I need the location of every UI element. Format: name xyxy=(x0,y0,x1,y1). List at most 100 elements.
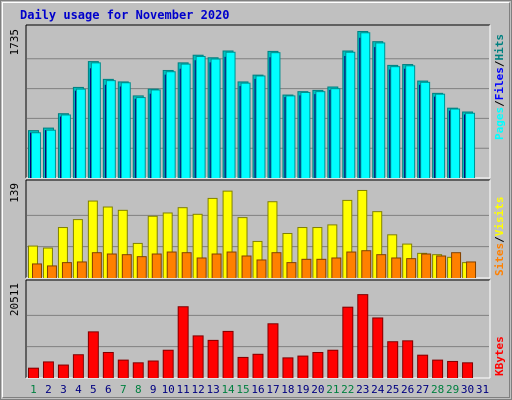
x-tick-label: 6 xyxy=(105,383,112,396)
sites-bar xyxy=(227,252,236,278)
kbytes-bar xyxy=(43,362,53,378)
pages-bar xyxy=(226,52,235,179)
sites-bar xyxy=(167,252,176,278)
pages-bar xyxy=(181,64,190,178)
visits-bar xyxy=(268,202,277,278)
sites-bar xyxy=(287,263,296,278)
kbytes-bar xyxy=(253,354,263,378)
kbytes-bar xyxy=(103,352,113,378)
sites-bar xyxy=(452,253,461,278)
sites-bar xyxy=(197,258,206,278)
x-tick-label: 9 xyxy=(150,383,157,396)
kbytes-bar xyxy=(88,332,98,378)
x-tick-label: 18 xyxy=(281,383,294,396)
x-tick-label: 16 xyxy=(251,383,264,396)
x-tick-label: 29 xyxy=(446,383,459,396)
kbytes-bar xyxy=(193,336,203,378)
x-tick-label: 5 xyxy=(90,383,97,396)
visits-bar xyxy=(358,190,367,278)
sites-bar xyxy=(212,254,221,278)
pages-bar xyxy=(32,133,40,178)
pages-bar xyxy=(91,63,100,178)
kbytes-bar xyxy=(343,307,353,378)
kbytes-bar xyxy=(29,368,38,378)
bottom-ymax-label: 20511 xyxy=(8,283,21,316)
kbytes-bar xyxy=(118,360,128,378)
visits-bar xyxy=(313,228,322,278)
sites-bar xyxy=(272,253,281,278)
kbytes-bar xyxy=(238,357,248,378)
pages-bar xyxy=(346,52,355,179)
pages-bar xyxy=(301,93,310,178)
sites-bar xyxy=(242,256,251,278)
top-legend: Pages/Files/Hits xyxy=(493,34,506,140)
visits-bar xyxy=(163,213,172,278)
kbytes-bar xyxy=(178,307,188,378)
pages-bar xyxy=(166,72,175,178)
pages-bar xyxy=(466,113,475,178)
x-tick-label: 13 xyxy=(206,383,219,396)
pages-bar xyxy=(406,66,415,178)
kbytes-bar xyxy=(373,318,383,378)
pages-bar xyxy=(46,130,55,178)
kbytes-bar xyxy=(433,360,443,378)
pages-bar xyxy=(436,94,445,178)
legend-pages: Pages xyxy=(493,107,506,140)
legend-separator: / xyxy=(493,60,506,67)
pages-bar xyxy=(136,98,145,178)
pages-bar xyxy=(256,76,265,178)
sites-bar xyxy=(92,253,101,278)
pages-bar xyxy=(361,33,370,179)
x-tick-label: 22 xyxy=(341,383,354,396)
sites-bar xyxy=(437,256,446,278)
sites-bar xyxy=(422,254,431,278)
x-tick-label: 24 xyxy=(371,383,385,396)
x-tick-label: 20 xyxy=(311,383,324,396)
sites-bar xyxy=(362,251,371,278)
sites-bar xyxy=(317,259,326,278)
middle-legend: Sites/Visits xyxy=(493,197,506,277)
legend-kbytes: KBytes xyxy=(493,336,506,376)
x-tick-label: 12 xyxy=(192,383,205,396)
visits-bar xyxy=(343,200,352,278)
x-tick-label: 10 xyxy=(162,383,175,396)
sites-bar xyxy=(47,266,56,278)
pages-bar xyxy=(421,82,430,178)
visits-bar xyxy=(298,228,307,278)
visits-bar xyxy=(178,208,187,278)
x-tick-label: 30 xyxy=(461,383,474,396)
pages-bar xyxy=(106,81,115,178)
pages-bar xyxy=(391,67,400,178)
visits-bar xyxy=(223,191,232,278)
x-tick-label: 1 xyxy=(30,383,37,396)
visits-bar xyxy=(373,212,382,278)
sites-bar xyxy=(347,252,356,278)
kbytes-bar xyxy=(328,350,338,378)
pages-bar xyxy=(451,109,460,178)
sites-bar xyxy=(77,262,86,278)
visits-bar xyxy=(328,225,337,278)
sites-bar xyxy=(62,263,71,278)
visits-bar xyxy=(73,220,82,278)
legend-visits: Visits xyxy=(493,197,506,237)
kbytes-bar xyxy=(418,355,428,378)
sites-bar xyxy=(137,257,146,278)
kbytes-bar xyxy=(73,355,83,378)
pages-bar xyxy=(286,96,295,178)
sites-bar xyxy=(257,260,266,278)
kbytes-bar xyxy=(133,363,143,378)
kbytes-bar xyxy=(223,331,233,378)
legend-sites: Sites xyxy=(493,243,506,276)
kbytes-bar xyxy=(388,342,398,378)
x-tick-label: 14 xyxy=(221,383,235,396)
sites-bar xyxy=(392,258,401,278)
pages-bar xyxy=(61,115,70,178)
legend-hits: Hits xyxy=(493,34,506,61)
kbytes-bar xyxy=(403,341,413,378)
x-tick-label: 31 xyxy=(476,383,489,396)
legend-separator: / xyxy=(493,100,506,107)
x-tick-label: 28 xyxy=(431,383,444,396)
visits-bar xyxy=(388,235,397,278)
x-tick-label: 2 xyxy=(45,383,52,396)
